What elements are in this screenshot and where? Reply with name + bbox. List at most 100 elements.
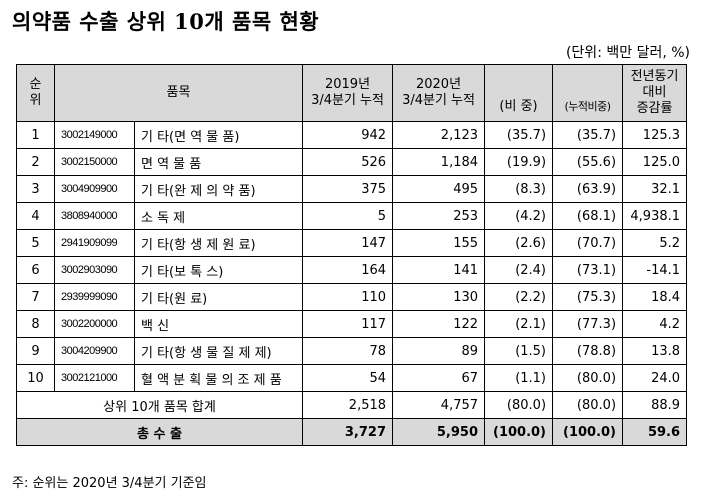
rank-cell: 4 [16,202,55,230]
header-2020: 2020년 3/4분기 누적 [392,64,486,122]
yoy-cell: 32.1 [622,175,688,203]
export-table: 순위 품목 2019년 3/4분기 누적 2020년 3/4분기 누적 전년동기… [15,64,688,446]
hs-code-cell: 3002121000 [54,364,135,392]
table-row: 5 2941909099 기 타(항 생 제 원 료) 147 155 (2.6) (70.… [16,229,688,257]
value-2019-cell: 110 [302,283,394,311]
share-cell: (1.5) [484,337,554,365]
rank-cell: 9 [16,337,55,365]
cum-share-cell: (35.7) [552,121,624,149]
unit-label: (단위: 백만 달러, %) [565,45,690,61]
rank-cell: 6 [16,256,55,284]
yoy-cell: -14.1 [622,256,688,284]
value-2020-cell: 89 [392,337,486,365]
item-name-cell: 기 타(항 생 물 질 제 제) [133,337,304,365]
yoy-cell: 88.9 [622,391,688,419]
value-2020-cell: 130 [392,283,486,311]
cum-share-cell: (63.9) [552,175,624,203]
header-item: 품목 [53,64,304,122]
value-2019-cell: 117 [302,310,394,338]
share-cell: (2.6) [484,229,554,257]
yoy-cell: 59.6 [622,418,688,446]
value-2020-cell: 141 [392,256,486,284]
share-cell: (19.9) [484,148,554,176]
cum-share-cell: (75.3) [552,283,624,311]
header-cum-share: (누적비중) [552,93,624,122]
yoy-cell: 5.2 [622,229,688,257]
share-cell: (8.3) [484,175,554,203]
hs-code-cell: 3002150000 [54,148,135,176]
header-rank-label: 순위 [29,77,42,108]
header-yoy: 전년동기대비 증감률 [622,64,688,122]
item-name-cell: 소 독 제 [133,202,304,230]
total-row: 총 수 출 3,727 5,950 (100.0) (100.0) 59.6 [15,418,688,446]
table-row: 10 3002121000 혈 액 분 획 물 의 조 제 품 54 67 (1.1) (8… [16,364,688,392]
value-2020-cell: 1,184 [392,148,486,176]
value-2019-cell: 942 [302,121,394,149]
value-2020-cell: 2,123 [392,121,486,149]
header-share: (비 중) [484,93,554,122]
rank-cell: 5 [16,229,55,257]
yoy-cell: 125.3 [622,121,688,149]
value-2020-cell: 495 [392,175,486,203]
share-cell: (2.2) [484,283,554,311]
hs-code-cell: 3808940000 [54,202,135,230]
yoy-cell: 18.4 [622,283,688,311]
value-2019-cell: 78 [302,337,394,365]
value-2019-cell: 2,518 [302,391,394,419]
yoy-cell: 13.8 [622,337,688,365]
yoy-cell: 24.0 [622,364,688,392]
item-name-cell: 기 타(원 료) [133,283,304,311]
value-2019-cell: 526 [302,148,394,176]
item-name-cell: 백 신 [133,310,304,338]
table-row: 4 3808940000 소 독 제 5 253 (4.2) (68.1) 4,938.1 [16,202,688,230]
item-name-cell: 혈 액 분 획 물 의 조 제 품 [133,364,304,392]
hs-code-cell: 3002149000 [54,121,135,149]
cum-share-cell: (80.0) [552,364,624,392]
item-name-cell: 기 타(면 역 물 품) [133,121,304,149]
rank-cell: 8 [16,310,55,338]
rank-cell: 1 [16,121,55,149]
share-cell: (100.0) [484,418,554,446]
value-2019-cell: 164 [302,256,394,284]
share-cell: (1.1) [484,364,554,392]
total-row-label: 총 수 출 [15,418,304,446]
value-2020-cell: 155 [392,229,486,257]
page-title: 의약품 수출 상위 10개 품목 현황 [12,9,320,34]
yoy-cell: 4.2 [622,310,688,338]
share-cell: (2.1) [484,310,554,338]
table-row: 8 3002200000 백 신 117 122 (2.1) (77.3) 4.2 [16,310,688,338]
hs-code-cell: 2941909099 [54,229,135,257]
hs-code-cell: 3004909900 [54,175,135,203]
value-2019-cell: 5 [302,202,394,230]
hs-code-cell: 2939999090 [54,283,135,311]
share-cell: (2.4) [484,256,554,284]
cum-share-cell: (77.3) [552,310,624,338]
cum-share-cell: (78.8) [552,337,624,365]
share-cell: (4.2) [484,202,554,230]
rank-cell: 2 [16,148,55,176]
value-2020-cell: 5,950 [392,418,486,446]
cum-share-cell: (80.0) [552,391,624,419]
rank-cell: 10 [16,364,55,392]
cum-share-cell: (100.0) [552,418,624,446]
subtotal-row: 상위 10개 품목 합계 2,518 4,757 (80.0) (80.0) 88.9 [15,391,688,419]
yoy-cell: 4,938.1 [622,202,688,230]
yoy-cell: 125.0 [622,148,688,176]
table-row: 3 3004909900 기 타(완 제 의 약 품) 375 495 (8.3) (63.… [16,175,688,203]
cum-share-cell: (73.1) [552,256,624,284]
share-cell: (35.7) [484,121,554,149]
header-2019: 2019년 3/4분기 누적 [302,64,394,122]
value-2020-cell: 253 [392,202,486,230]
value-2020-cell: 122 [392,310,486,338]
rank-cell: 7 [16,283,55,311]
value-2019-cell: 54 [302,364,394,392]
item-name-cell: 기 타(완 제 의 약 품) [133,175,304,203]
cum-share-cell: (55.6) [552,148,624,176]
share-cell: (80.0) [484,391,554,419]
value-2019-cell: 3,727 [302,418,394,446]
item-name-cell: 면 역 물 품 [133,148,304,176]
item-name-cell: 기 타(항 생 제 원 료) [133,229,304,257]
value-2020-cell: 67 [392,364,486,392]
table-row: 7 2939999090 기 타(원 료) 110 130 (2.2) (75.3) 18.4 [16,283,688,311]
table-row: 6 3002903090 기 타(보 톡 스) 164 141 (2.4) (73.1) -1… [16,256,688,284]
